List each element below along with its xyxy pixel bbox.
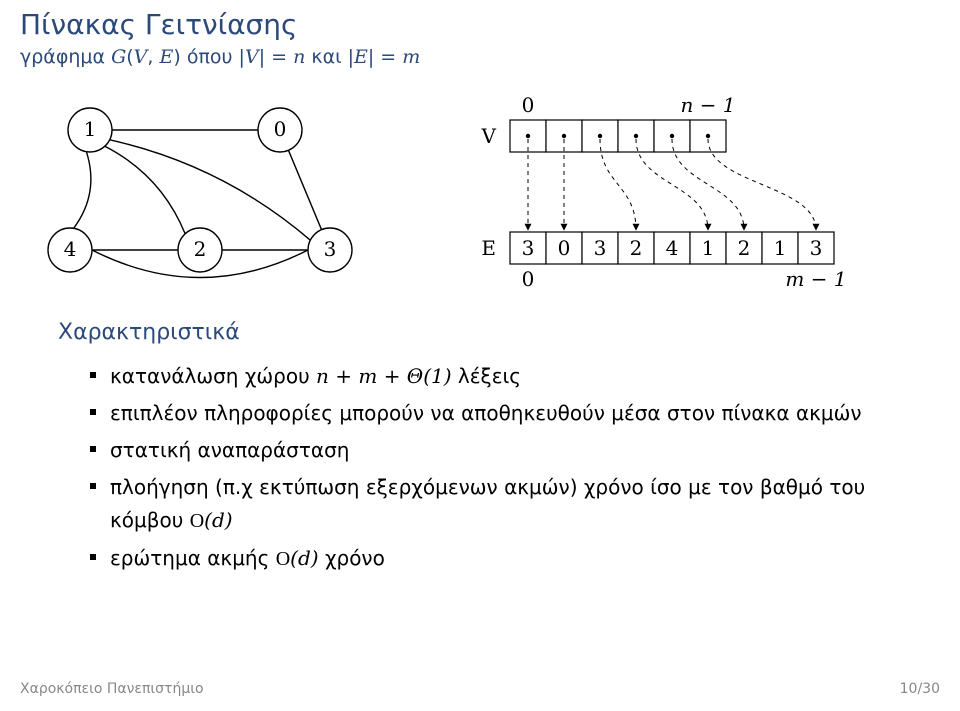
bullet-item: πλοήγηση (π.χ εκτύπωση εξερχόμενων ακμών… (90, 471, 870, 538)
bullet-text: κατανάλωση χώρου n + m + Θ(1) λέξεις (110, 360, 521, 393)
pointer-arrow (708, 139, 816, 230)
array-cell-value: 1 (702, 236, 715, 260)
bullet-dot (90, 372, 96, 378)
section-heading: Χαρακτηριστικά (58, 320, 240, 345)
graph-node-label: 0 (274, 117, 287, 141)
array-cell-dot (670, 134, 674, 138)
array-cell-dot (634, 134, 638, 138)
array-label: E (481, 236, 496, 260)
array-cell-value: 4 (666, 236, 679, 260)
page-title: Πίνακας Γειτνίασης (20, 8, 297, 41)
footer-right: 10/30 (900, 681, 940, 697)
array-cell-value: 2 (738, 236, 751, 260)
array-cell-value: 2 (630, 236, 643, 260)
graph-edge (74, 152, 91, 229)
array-cell-value: 0 (558, 236, 571, 260)
array-cell-value: 3 (594, 236, 607, 260)
bullet-list: κατανάλωση χώρου n + m + Θ(1) λέξεις επιπ… (90, 360, 870, 580)
array-cell-dot (526, 134, 530, 138)
graph-edge (288, 150, 321, 229)
array-label: V (481, 124, 497, 148)
pointer-arrow (672, 139, 744, 230)
array-index-label: 0 (522, 267, 535, 291)
bullet-item: ερώτημα ακμής O(d) χρόνο (90, 542, 870, 576)
array-cell-value: 3 (522, 236, 535, 260)
bullet-dot (90, 554, 96, 560)
array-cell-value: 3 (810, 236, 823, 260)
bullet-dot (90, 409, 96, 415)
array-index-label: 0 (522, 93, 535, 117)
pointer-arrow (636, 139, 708, 230)
bullet-dot (90, 446, 96, 452)
array-cell-dot (562, 134, 566, 138)
bullet-text: πλοήγηση (π.χ εκτύπωση εξερχόμενων ακμών… (110, 471, 870, 538)
array-cell-dot (706, 134, 710, 138)
graph-node-label: 2 (194, 237, 207, 261)
graph-node-label: 3 (324, 237, 337, 261)
array-cell-dot (598, 134, 602, 138)
bullet-item: επιπλέον πληροφορίες μπορούν να αποθηκευ… (90, 397, 870, 430)
bullet-dot (90, 483, 96, 489)
bullet-text: ερώτημα ακμής O(d) χρόνο (110, 542, 385, 576)
graph-edge (110, 140, 311, 240)
figure-area: 10423V0n − 1E3032412130m − 1 (20, 70, 940, 314)
pointer-arrow (600, 139, 636, 230)
bullet-text: επιπλέον πληροφορίες μπορούν να αποθηκευ… (110, 397, 862, 430)
bullet-item: στατική αναπαράσταση (90, 434, 870, 467)
array-cell-value: 1 (774, 236, 787, 260)
bullet-item: κατανάλωση χώρου n + m + Θ(1) λέξεις (90, 360, 870, 393)
graph-node-label: 1 (84, 117, 97, 141)
array-index-label: n − 1 (680, 93, 735, 117)
footer-left: Χαροκόπειο Πανεπιστήμιο (20, 681, 204, 697)
array-index-label: m − 1 (785, 267, 846, 291)
bullet-text: στατική αναπαράσταση (110, 434, 349, 467)
graph-node-label: 4 (64, 237, 77, 261)
page-subtitle: γράφημα G(V, E) όπου |V| = n και |E| = m (20, 46, 420, 68)
